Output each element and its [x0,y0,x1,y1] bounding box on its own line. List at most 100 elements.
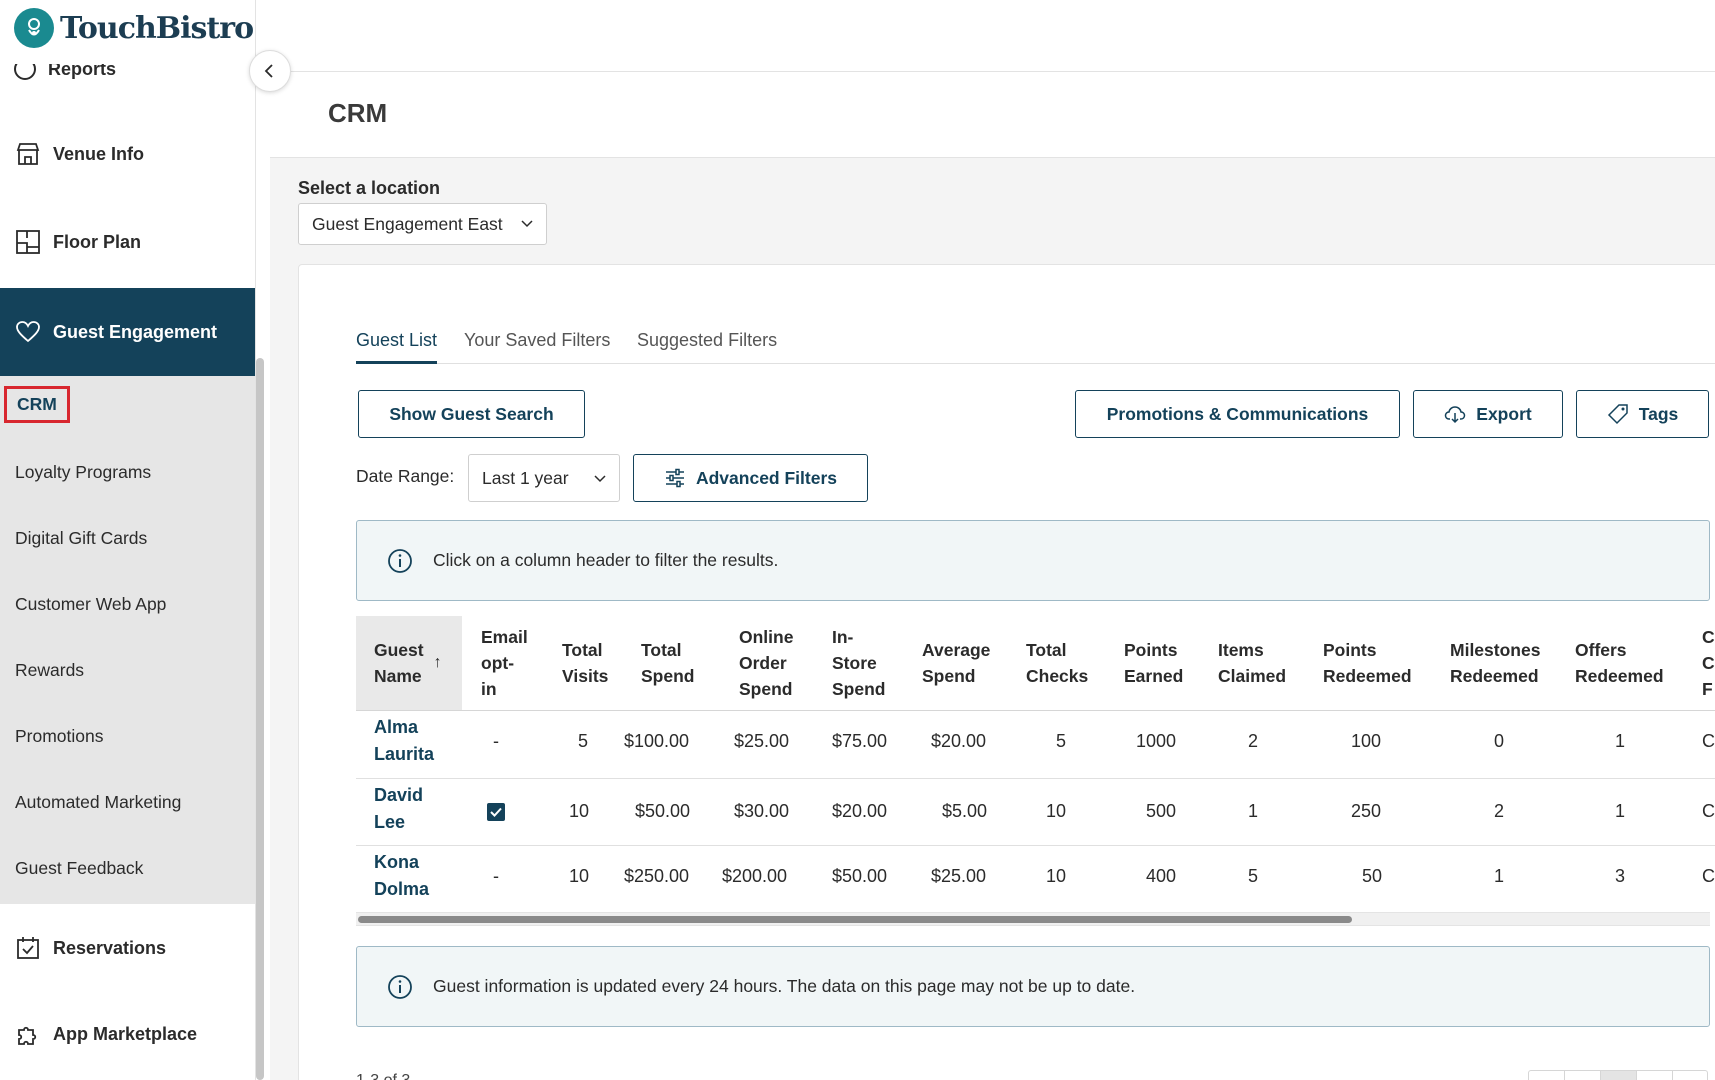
column-header-total-visits[interactable]: Total Visits [562,640,609,686]
submenu-item-automated-marketing[interactable]: Automated Marketing [15,792,182,812]
data-freshness-banner: Guest information is updated every 24 ho… [356,946,1710,1027]
floor-plan-icon [16,230,40,254]
pagination[interactable] [1528,1070,1708,1080]
column-header-offers-redeemed[interactable]: Offers Redeemed [1575,640,1664,686]
items-claimed-cell: 5 [1248,866,1259,886]
date-range-select[interactable]: Last 1 year [468,454,620,502]
page-title: CRM [328,98,388,128]
guest-name-link[interactable]: Kona Dolma [374,852,430,899]
export-button[interactable]: Export [1413,390,1563,438]
submenu-item-promotions[interactable]: Promotions [15,726,104,746]
promotions-communications-button[interactable]: Promotions & Communications [1075,390,1400,438]
online-order-spend-cell: $200.00 [722,866,788,886]
column-header-total-spend[interactable]: Total Spend [641,640,695,686]
scrollbar-thumb[interactable] [358,916,1352,923]
sidebar-item-venue-info[interactable]: Venue Info [0,110,255,198]
location-select[interactable]: Guest Engagement East [298,203,547,245]
collapse-sidebar-button[interactable] [249,50,291,92]
filter-hint-banner: Click on a column header to filter the r… [356,520,1710,601]
advanced-filters-button[interactable]: Advanced Filters [633,454,868,502]
milestones-redeemed-cell: 2 [1494,801,1505,821]
show-guest-search-button[interactable]: Show Guest Search [358,390,585,438]
location-select-value: Guest Engagement East [312,213,503,234]
guest-engagement-submenu: CRM Loyalty Programs Digital Gift Cards … [0,376,255,904]
submenu-item-loyalty-programs[interactable]: Loyalty Programs [15,462,152,482]
submenu-item-customer-web-app[interactable]: Customer Web App [15,594,167,614]
sidebar-item-floor-plan[interactable]: Floor Plan [0,198,255,286]
total-spend-cell: $100.00 [624,731,690,751]
sidebar-item-label: App Marketplace [53,1023,198,1044]
column-header-online-order-spend[interactable]: Online Order Spend [739,627,794,699]
sliders-icon [665,468,684,488]
column-header-in-store-spend[interactable]: In- Store Spend [832,627,886,699]
pagination-next[interactable] [1637,1071,1673,1080]
points-redeemed-cell: 100 [1351,731,1382,751]
total-checks-cell: 5 [1056,731,1067,751]
pagination-first[interactable] [1529,1071,1565,1080]
column-header-average-spend[interactable]: Average Spend [922,640,991,686]
pagination-current[interactable] [1601,1071,1637,1080]
offers-redeemed-cell: 1 [1615,731,1626,751]
chevron-down-icon [594,475,606,483]
points-earned-cell: 400 [1146,866,1177,886]
total-checks-cell: 10 [1046,866,1067,886]
info-icon [388,974,412,999]
sidebar-scrollbar[interactable] [256,358,264,1080]
top-bar [270,0,1715,72]
sidebar-item-reports[interactable]: Reports [14,58,117,80]
column-header-total-checks[interactable]: Total Checks [1026,640,1089,686]
button-label: Advanced Filters [695,467,838,488]
average-spend-cell: $25.00 [931,866,987,886]
guest-name-link[interactable]: Alma Laurita [374,717,435,764]
truncated-cell: C [1702,801,1715,821]
truncated-cell: C [1702,866,1715,886]
total-visits-cell: 5 [578,731,589,751]
total-spend-cell: $50.00 [635,801,691,821]
guest-name-link[interactable]: David Lee [374,785,424,832]
submenu-item-rewards[interactable]: Rewards [15,660,85,680]
checkmark-icon [490,807,502,817]
milestones-redeemed-cell: 0 [1494,731,1505,751]
sidebar-item-label: Reservations [53,937,167,958]
column-header-points-redeemed[interactable]: Points Redeemed [1323,640,1412,686]
crm-tabs: Guest List Your Saved Filters Suggested … [356,318,1715,364]
title-bar: CRM [270,72,1715,158]
sidebar-item-label: Reports [48,58,117,79]
points-earned-cell: 500 [1146,801,1177,821]
touchbistro-logo-icon [14,8,54,48]
sidebar-item-app-marketplace[interactable]: App Marketplace [0,990,255,1078]
online-order-spend-cell: $25.00 [734,731,790,751]
tags-button[interactable]: Tags [1576,390,1709,438]
column-header-points-earned[interactable]: Points Earned [1124,640,1184,686]
column-header-items-claimed[interactable]: Items Claimed [1218,640,1287,686]
tab-guest-list[interactable]: Guest List [356,330,438,364]
button-label: Show Guest Search [389,403,554,424]
sidebar-item-reservations[interactable]: Reservations [0,904,255,992]
tab-suggested-filters[interactable]: Suggested Filters [637,330,778,350]
pagination-prev[interactable] [1565,1071,1601,1080]
submenu-item-digital-gift-cards[interactable]: Digital Gift Cards [15,528,148,548]
brand-name: TouchBistro [60,10,254,46]
points-redeemed-cell: 250 [1351,801,1382,821]
column-header-guest-name[interactable]: Guest Name ↑ [356,616,462,710]
sidebar-item-guest-engagement[interactable]: Guest Engagement [0,288,255,376]
info-icon [388,548,412,573]
column-header-milestones-redeemed[interactable]: Milestones Redeemed [1450,640,1541,686]
table-horizontal-scrollbar[interactable] [356,912,1710,926]
tab-your-saved-filters[interactable]: Your Saved Filters [464,330,611,350]
tag-icon [1607,404,1628,425]
brand-logo[interactable]: TouchBistro [14,8,254,48]
milestones-redeemed-cell: 1 [1494,866,1505,886]
column-header-email-opt-in[interactable]: Email opt-in [481,627,528,699]
submenu-item-guest-feedback[interactable]: Guest Feedback [15,858,144,878]
average-spend-cell: $20.00 [931,731,987,751]
submenu-item-crm[interactable]: CRM [4,386,70,423]
sidebar-item-label: Floor Plan [53,231,142,252]
email-opt-in-checkbox [487,803,505,821]
date-range-value: Last 1 year [482,467,569,488]
sidebar-item-label: Guest Engagement [53,321,218,342]
button-label: Tags [1638,403,1679,424]
results-count: 1-3 of 3 [356,1072,410,1080]
header-divider [356,710,1715,711]
